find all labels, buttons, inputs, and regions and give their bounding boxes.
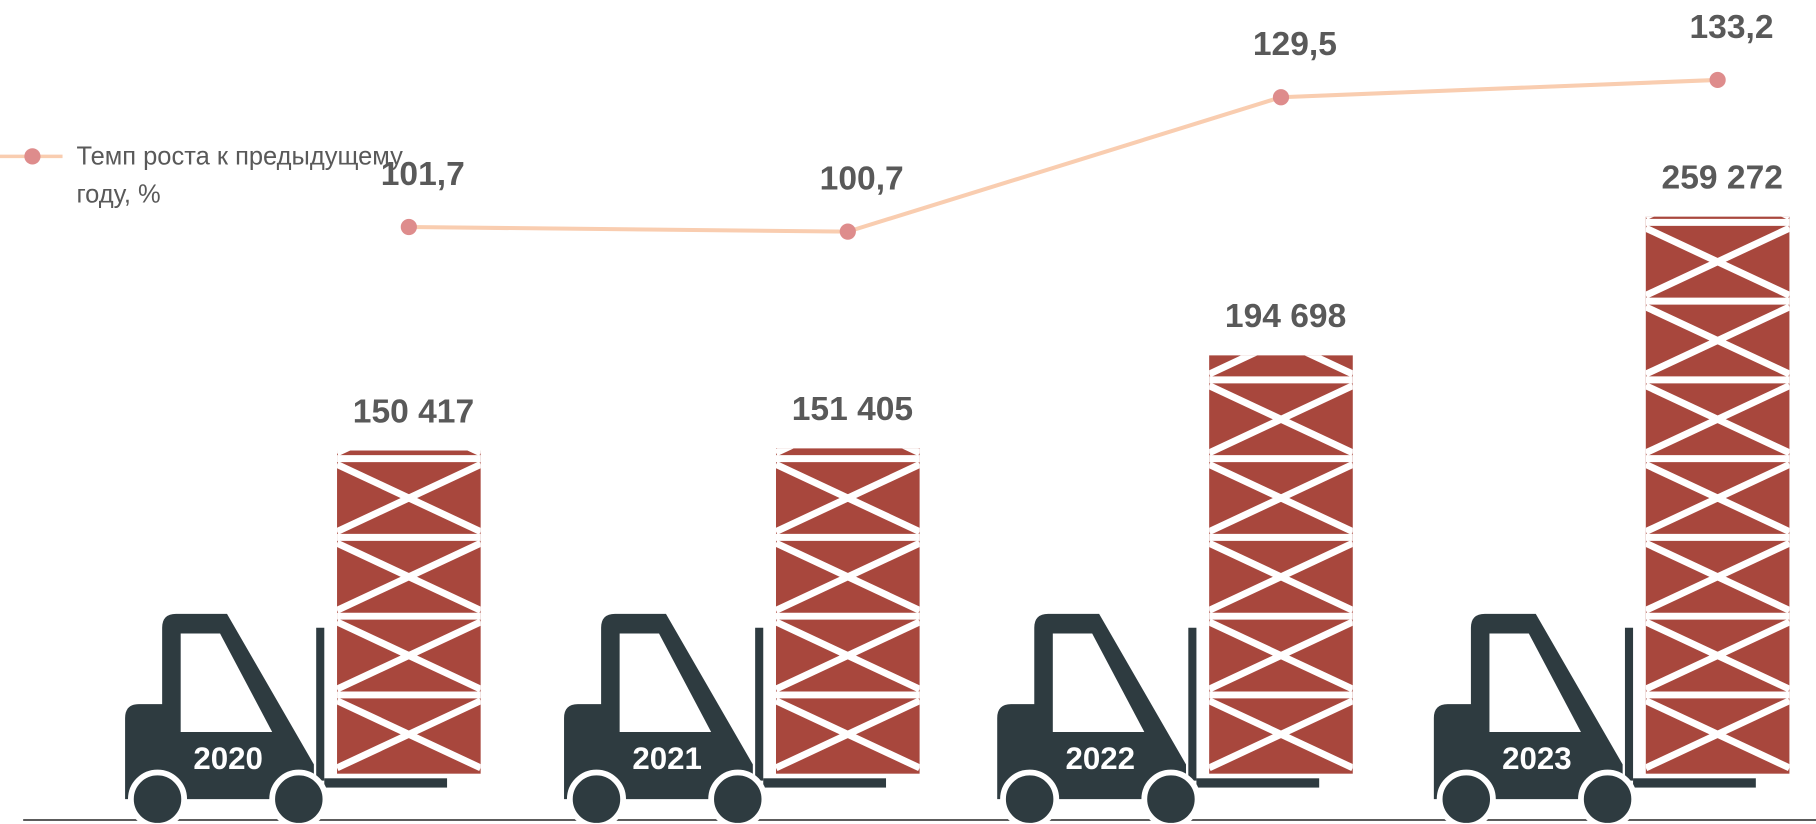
legend-label: Темп роста к предыдущему году, % (76, 141, 403, 209)
crate-cross (1209, 697, 1353, 772)
truck-wheel (1436, 769, 1496, 824)
crate-cross (1209, 461, 1353, 535)
value-label: 151 405 (792, 391, 913, 428)
truck-wheel (566, 769, 626, 824)
truck-mast (755, 627, 764, 781)
forklift: 2023 (1433, 613, 1756, 824)
truck-window (619, 633, 712, 732)
truck-fork (324, 778, 448, 788)
crate-cross (1209, 618, 1353, 693)
crate-cross (775, 697, 920, 772)
line-point (839, 223, 856, 240)
crate-lines (337, 450, 481, 772)
crate-cross (1645, 618, 1790, 693)
crate-cross (775, 461, 920, 535)
truck-wheel (269, 769, 329, 824)
value-label: 100,7 (820, 161, 904, 198)
line (408, 77, 1718, 234)
truck-wheel (708, 769, 768, 824)
forklift: 2021 (564, 613, 887, 824)
forklift: 2022 (997, 613, 1320, 824)
category-label: 2023 (1502, 741, 1572, 776)
crate-lines (1645, 216, 1790, 772)
truck-window (1489, 633, 1581, 732)
bar (775, 448, 920, 774)
crate-cross (337, 540, 481, 614)
truck-window (1052, 633, 1145, 732)
crate-cross (337, 618, 481, 693)
plot: Темп роста к предыдущему году, % 2020 150… (0, 9, 1816, 824)
truck-wheel (1578, 769, 1638, 824)
truck-wheel (127, 769, 188, 824)
crate-cross (1645, 461, 1790, 535)
value-label: 194 698 (1225, 298, 1346, 335)
crate-cross (337, 461, 481, 535)
crate-lines (775, 448, 920, 772)
crate-cross (1209, 382, 1353, 457)
line-point (400, 218, 417, 236)
value-label: 150 417 (353, 393, 474, 430)
truck-mast (316, 627, 325, 781)
crate-cross (1304, 355, 1353, 378)
crate-cross (1209, 355, 1258, 378)
crate-lines (1209, 355, 1353, 772)
crate-cross (1645, 225, 1790, 299)
category-label: 2022 (1066, 741, 1136, 776)
crate-cross (775, 618, 920, 693)
value-label: 259 272 (1662, 159, 1783, 196)
crate-cross (1209, 540, 1353, 614)
legend-marker (24, 148, 41, 165)
category-label: 2020 (193, 741, 263, 776)
crate-cross (1645, 382, 1790, 457)
value-label: 101,7 (381, 156, 465, 193)
legend-box: Темп роста к предыдущему году, % (76, 141, 403, 209)
truck-wheel (1141, 769, 1201, 824)
line-point (1272, 89, 1290, 106)
truck-fork (1196, 778, 1320, 788)
truck-window (180, 633, 273, 732)
truck-fork (1633, 778, 1756, 788)
truck-mast (1188, 627, 1197, 781)
value-label: 133,2 (1689, 9, 1773, 46)
line-point (1709, 71, 1726, 89)
truck-fork (763, 778, 887, 788)
crate-cross (775, 540, 920, 614)
truck-mast (1624, 627, 1634, 781)
bar (337, 450, 481, 774)
crate-cross (1645, 540, 1790, 614)
forklift: 2020 (125, 613, 448, 824)
truck-wheel (1000, 769, 1060, 824)
bar (1209, 355, 1353, 774)
value-label: 129,5 (1253, 26, 1337, 63)
crate-cross (1645, 697, 1790, 772)
crate-cross (337, 697, 481, 772)
category-label: 2021 (632, 741, 702, 776)
crate-cross (1645, 303, 1790, 378)
